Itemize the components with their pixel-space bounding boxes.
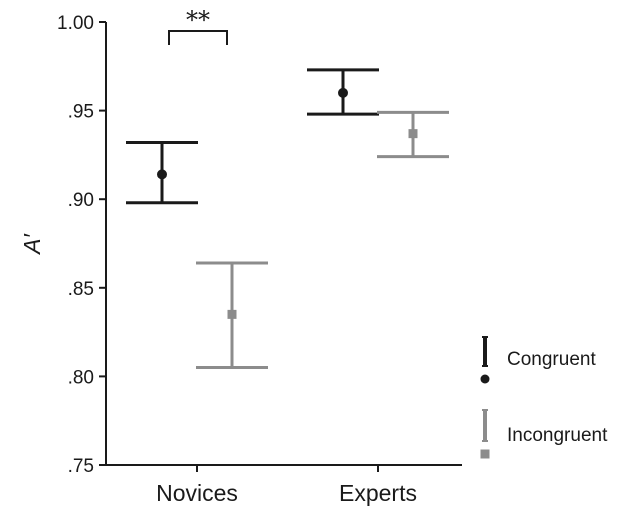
axes xyxy=(105,22,462,466)
x-category-label: Experts xyxy=(339,480,417,506)
annotations: ** xyxy=(168,6,228,45)
data-point xyxy=(157,169,167,180)
errorbar-congruent-novices xyxy=(126,140,198,205)
legend-item-incongruent: Incongruent xyxy=(480,409,608,459)
errorbar-incongruent-novices xyxy=(196,261,268,370)
data-point xyxy=(338,87,348,98)
significance-label: ** xyxy=(186,6,210,34)
y-tick-label: .95 xyxy=(68,102,94,123)
errorbar-incongruent-experts xyxy=(377,110,449,159)
y-axis-label: A′ xyxy=(19,233,45,255)
legend-label: Incongruent xyxy=(507,425,608,446)
y-tick-label: .80 xyxy=(68,367,94,388)
x-category-label: Novices xyxy=(156,480,238,506)
data-point xyxy=(227,309,237,319)
y-tick-label: .75 xyxy=(68,456,94,477)
plot-marks xyxy=(126,68,449,370)
y-tick-label: .90 xyxy=(68,190,94,211)
y-tick-label: .85 xyxy=(68,279,94,300)
significance-bracket xyxy=(168,30,228,45)
legend-label: Congruent xyxy=(507,349,596,370)
y-tick-label: 1.00 xyxy=(57,13,94,34)
legend-marker xyxy=(480,374,490,384)
data-point xyxy=(408,129,418,139)
errorbar-congruent-experts xyxy=(307,68,379,116)
legend-item-congruent: Congruent xyxy=(480,336,596,384)
legend: Congruent Incongruent xyxy=(480,336,608,459)
y-ticks: 1.00 .95 .90 .85 .80 .75 xyxy=(57,13,106,477)
x-categories: Novices Experts xyxy=(156,465,417,506)
legend-marker xyxy=(480,449,490,459)
